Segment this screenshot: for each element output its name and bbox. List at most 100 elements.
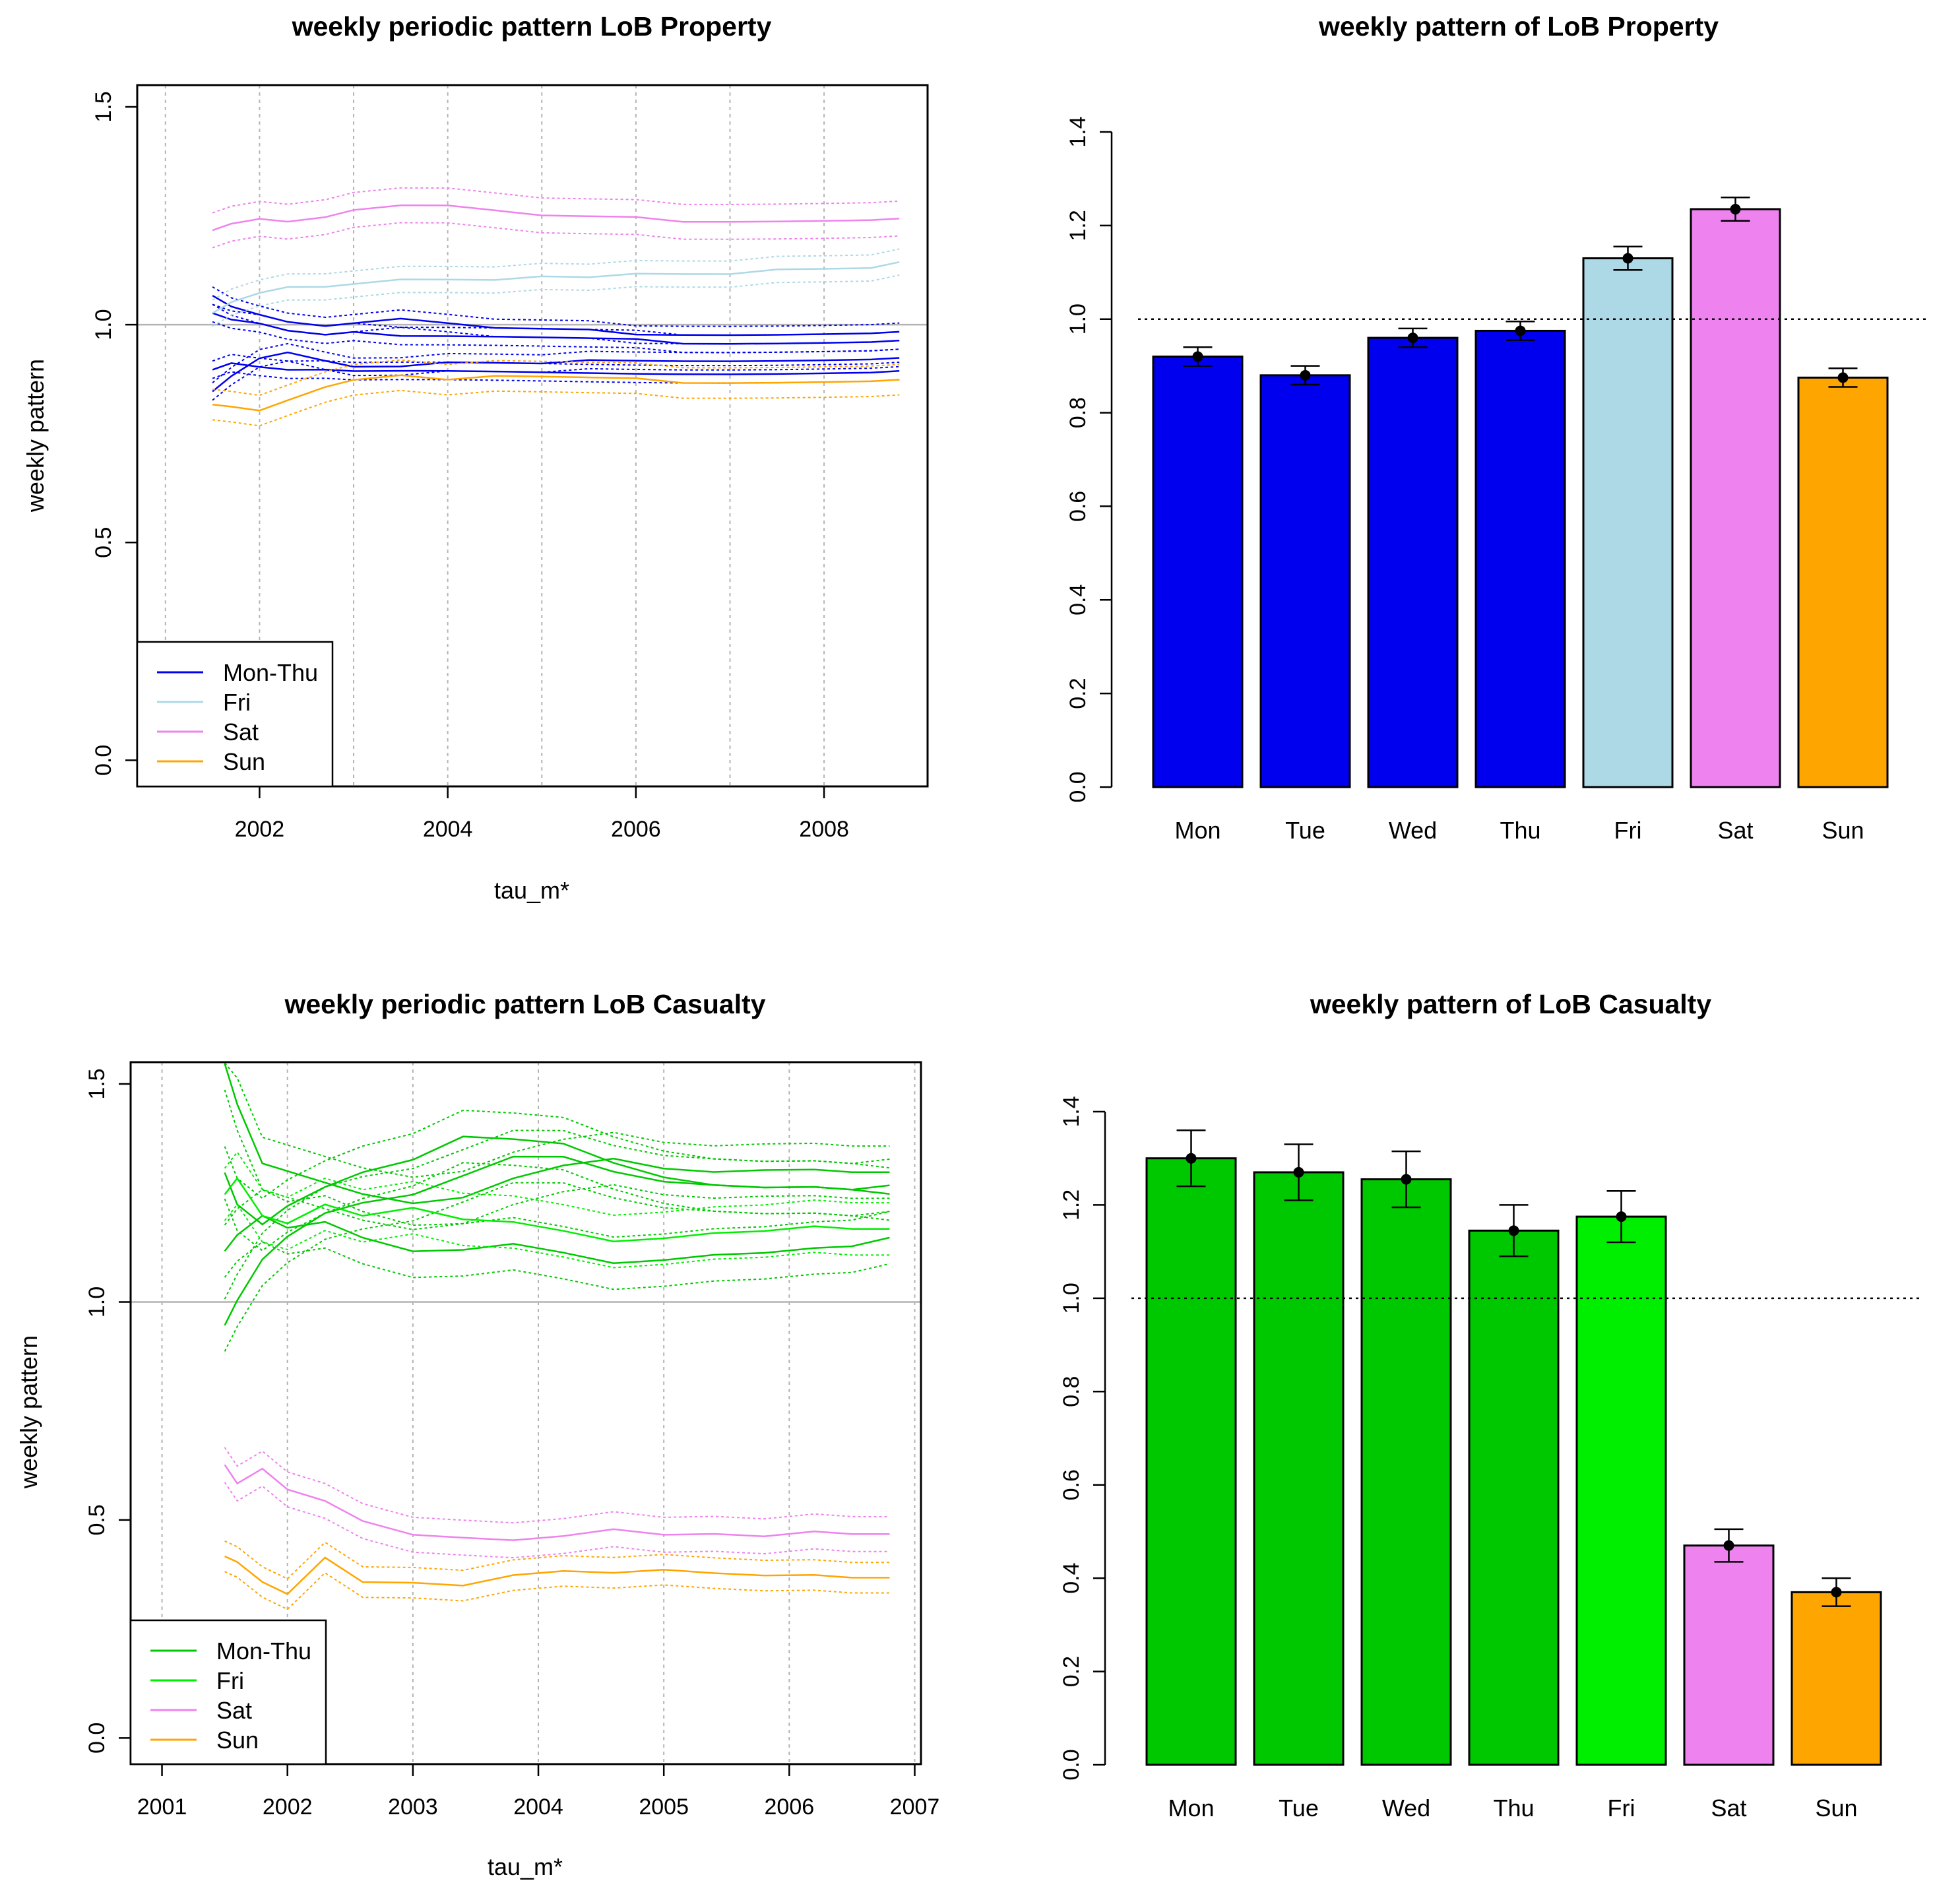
series-line [212,204,900,232]
series-lower-band [224,1482,890,1559]
error-bar-wed [1391,1150,1421,1209]
series-line [212,374,900,412]
legend-label: Fri [216,1667,244,1694]
mean-point [1831,1587,1842,1598]
series-line [212,295,900,336]
series-lower-band [212,222,900,249]
series-upper-band [224,1109,890,1199]
bar-sun [1790,1591,1882,1766]
category-label: Sat [1711,1794,1746,1822]
series-upper-band [212,286,900,327]
y-tick-label: 0.6 [1065,491,1091,522]
x-tick-label: 2004 [423,817,473,842]
y-tick-label: 1.5 [84,1068,110,1099]
bar-tue [1253,1171,1345,1766]
error-bar-sun [1828,367,1858,388]
y-tick-label: 1.0 [84,1286,110,1317]
x-axis: 2001 2002 2003 2004 2005 2006 2007 [137,1764,939,1820]
vertical-gridlines [161,1062,916,1764]
error-bar-sun [1822,1577,1851,1607]
x-tick-label: 2006 [765,1794,815,1820]
category-label: Tue [1285,817,1325,844]
panel-casualty-lines: weekly periodic pattern LoB Casualty 0.0… [15,989,939,1880]
series-wed [224,1129,890,1352]
category-label: Wed [1389,817,1437,844]
series-upper-band [224,1447,890,1524]
series-upper-band [224,1540,890,1580]
y-tick-label: 0.0 [84,1723,110,1754]
y-tick-label: 0.5 [84,1504,110,1535]
mean-point [1837,372,1849,383]
x-tick-label: 2006 [611,817,661,842]
y-tick-label: 0.8 [1059,1376,1084,1407]
series-line [224,1464,890,1541]
y-tick-label: 0.4 [1059,1563,1084,1594]
series-lower-band [212,371,900,384]
x-tick-label: 2002 [235,817,285,842]
x-tick-label: 2008 [799,817,849,842]
series-line [224,1555,890,1595]
series-upper-band [212,354,900,367]
mean-point [1186,1153,1197,1164]
bar-wed [1360,1178,1452,1766]
bar-thu [1474,329,1566,788]
bar-fri [1575,1215,1667,1766]
bar-thu [1468,1229,1560,1766]
x-axis: 2002 2004 2006 2008 [235,786,849,842]
mean-point [1616,1211,1627,1222]
y-axis-label: weekly pattern [15,1335,42,1489]
mean-point [1515,325,1526,336]
bar-mon [1152,355,1244,788]
series-line [224,1063,890,1205]
mean-point [1407,333,1418,344]
panel-casualty-bars: weekly pattern of LoB Casualty 0.0 0.2 0.4… [1059,989,1920,1822]
category-label: Fri [1614,817,1642,844]
mean-point [1723,1540,1734,1551]
bar-wed [1367,336,1459,788]
bar-sat [1683,1544,1775,1766]
chart-title: weekly pattern of LoB Property [1318,11,1719,42]
x-tick-label: 2002 [263,1794,313,1820]
y-tick-label: 0.8 [1065,397,1091,428]
mean-point [1622,253,1633,264]
bars [1152,208,1889,788]
series-thu [224,1188,890,1290]
mean-point [1300,369,1311,381]
y-axis: 0.0 0.2 0.4 0.6 0.8 1.0 1.2 1.4 [1059,1096,1106,1781]
y-tick-label: 0.6 [1059,1469,1084,1500]
series-line [224,1155,890,1326]
y-tick-label: 1.2 [1065,210,1091,241]
series-upper-band [212,187,900,214]
series-line [224,1215,890,1264]
series-sun [212,359,900,427]
category-label: Tue [1279,1794,1319,1822]
series-lower-band [224,1162,890,1252]
series-lower-band [212,389,900,427]
series-lower-band [212,274,900,327]
category-label: Thu [1500,817,1540,844]
x-tick-label: 2004 [513,1794,563,1820]
series-mon [224,1062,890,1230]
x-axis-label: tau_m* [488,1853,563,1880]
series-line [224,1176,890,1242]
series-fri [212,248,900,327]
bar-sat [1690,208,1781,788]
legend-label: Sat [223,718,259,746]
error-bar-sat [1714,1528,1744,1563]
series-tue [212,354,900,384]
chart-title: weekly pattern of LoB Casualty [1310,989,1712,1019]
series-lower-band [212,321,900,354]
mean-point [1730,204,1741,215]
bar-sun [1797,376,1889,788]
mean-point [1401,1174,1412,1185]
error-bar-tue [1290,365,1320,386]
series-line [212,362,900,375]
series-lines [212,187,900,427]
panel-property-bars: weekly pattern of LoB Property 0.0 0.2 0.4… [1065,11,1926,844]
error-bar-mon [1183,346,1213,367]
plot-frame [136,84,929,788]
mean-point [1293,1166,1304,1178]
category-label: Fri [1608,1794,1635,1822]
